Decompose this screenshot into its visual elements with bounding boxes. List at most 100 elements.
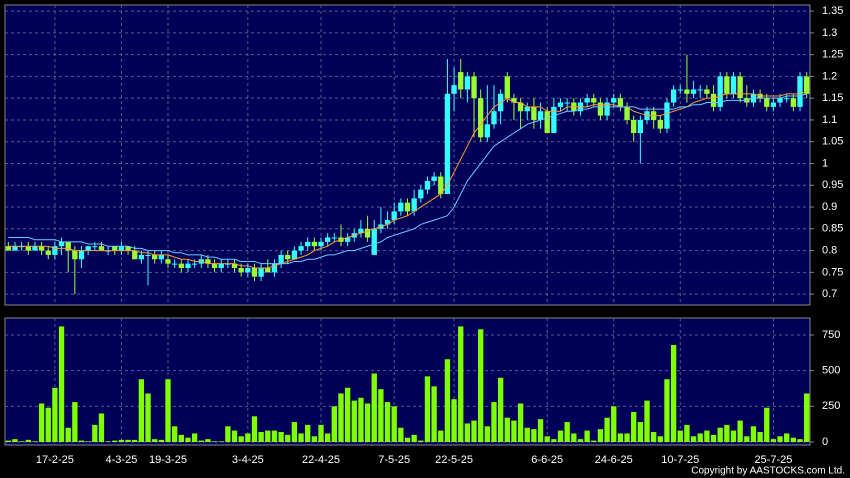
volume-bar (737, 420, 743, 443)
volume-bar (344, 387, 351, 443)
candle-body (404, 202, 411, 212)
x-tick-label: 6-6-25 (531, 454, 563, 466)
candle-body (98, 246, 105, 251)
volume-bar (730, 430, 737, 443)
candle-body (72, 250, 78, 260)
moving-average (8, 91, 807, 269)
y-tick-label: 750 (822, 329, 840, 341)
candle-body (38, 246, 45, 251)
volume-bar (218, 441, 224, 443)
candle-body (584, 98, 590, 103)
y-tick-label: 0.8 (822, 244, 837, 256)
candle-body (611, 98, 617, 103)
volume-bar (471, 420, 477, 443)
candle-body (458, 72, 464, 90)
volume-bar (278, 432, 284, 443)
volume-bar (764, 407, 770, 443)
volume-bar (464, 423, 471, 443)
volume-bar (331, 406, 337, 443)
candle-body (717, 76, 723, 107)
candle-body (784, 98, 790, 100)
volume-bar (371, 373, 377, 443)
candle-body (291, 250, 298, 260)
candle-body (371, 228, 377, 255)
y-tick-label: 1.05 (822, 136, 843, 148)
volume-bar (132, 439, 138, 443)
volume-bar (484, 426, 490, 443)
candle-body (238, 267, 244, 273)
volume-bar (391, 406, 397, 443)
volume-bar (804, 393, 810, 443)
y-tick-label: 250 (822, 400, 840, 412)
volume-bar (431, 386, 437, 443)
x-tick-label: 25-7-25 (754, 454, 792, 466)
candle-body (684, 89, 690, 94)
volume-bar (744, 436, 750, 443)
candle-body (737, 76, 743, 99)
y-tick-label: 0.7 (822, 288, 837, 300)
candle-body (118, 246, 125, 251)
candle-body (92, 246, 98, 248)
volume-bar (231, 430, 238, 443)
volume-bar (258, 432, 264, 443)
candle-body (391, 211, 397, 221)
volume-bar (251, 416, 258, 443)
volume-bar (478, 329, 484, 443)
volume-bar (72, 402, 78, 443)
volume-bar (52, 387, 58, 443)
y-tick-label: 1.15 (822, 92, 843, 104)
volume-bar (305, 424, 311, 443)
candle-body (770, 102, 777, 107)
y-tick-label: 0.75 (822, 266, 843, 278)
candle-body (418, 189, 424, 199)
volume-bar (517, 403, 524, 443)
moving-average (8, 93, 807, 265)
volume-bar (757, 432, 763, 443)
volume-bar (670, 344, 677, 443)
candle-body (125, 246, 131, 251)
volume-bar (537, 419, 544, 443)
candle-body (331, 237, 337, 239)
candle-body (358, 228, 364, 234)
volume-bar (770, 439, 777, 443)
volume-bar (271, 430, 278, 443)
volume-bar (225, 426, 231, 443)
candle-body (551, 106, 557, 134)
volume-bar (298, 433, 304, 443)
volume-bar (511, 420, 517, 443)
candle-body (112, 246, 118, 251)
volume-bar (704, 430, 710, 443)
candle-body (298, 246, 304, 251)
candle-body (471, 76, 477, 99)
volume-bar (5, 440, 11, 443)
volume-bar (205, 439, 211, 443)
candle-body (431, 176, 437, 181)
candle-body (185, 263, 191, 268)
volume-bar (245, 433, 251, 443)
candle-body (171, 263, 178, 265)
volume-bar (504, 417, 510, 443)
volume-bar (178, 434, 184, 443)
candle-body (478, 98, 484, 138)
volume-bar (551, 439, 557, 443)
y-tick-label: 0.95 (822, 179, 843, 191)
candle-body (45, 250, 51, 255)
volume-bar (690, 436, 697, 443)
x-tick-label: 24-6-25 (595, 454, 633, 466)
candle-body (724, 76, 730, 94)
candle-body (710, 93, 717, 107)
volume-bar (624, 433, 630, 443)
candle-body (398, 202, 404, 212)
candle-body (544, 111, 550, 134)
volume-bar (38, 403, 45, 443)
candle-body (132, 250, 138, 260)
volume-bar (65, 427, 71, 443)
volume-bar (664, 379, 670, 443)
candle-body (444, 93, 451, 194)
candle-body (344, 237, 351, 242)
volume-bar (451, 399, 457, 443)
volume-bar (444, 359, 451, 443)
volume-bar (531, 429, 537, 443)
x-tick-label: 7-5-25 (378, 454, 410, 466)
volume-bar (777, 436, 783, 443)
